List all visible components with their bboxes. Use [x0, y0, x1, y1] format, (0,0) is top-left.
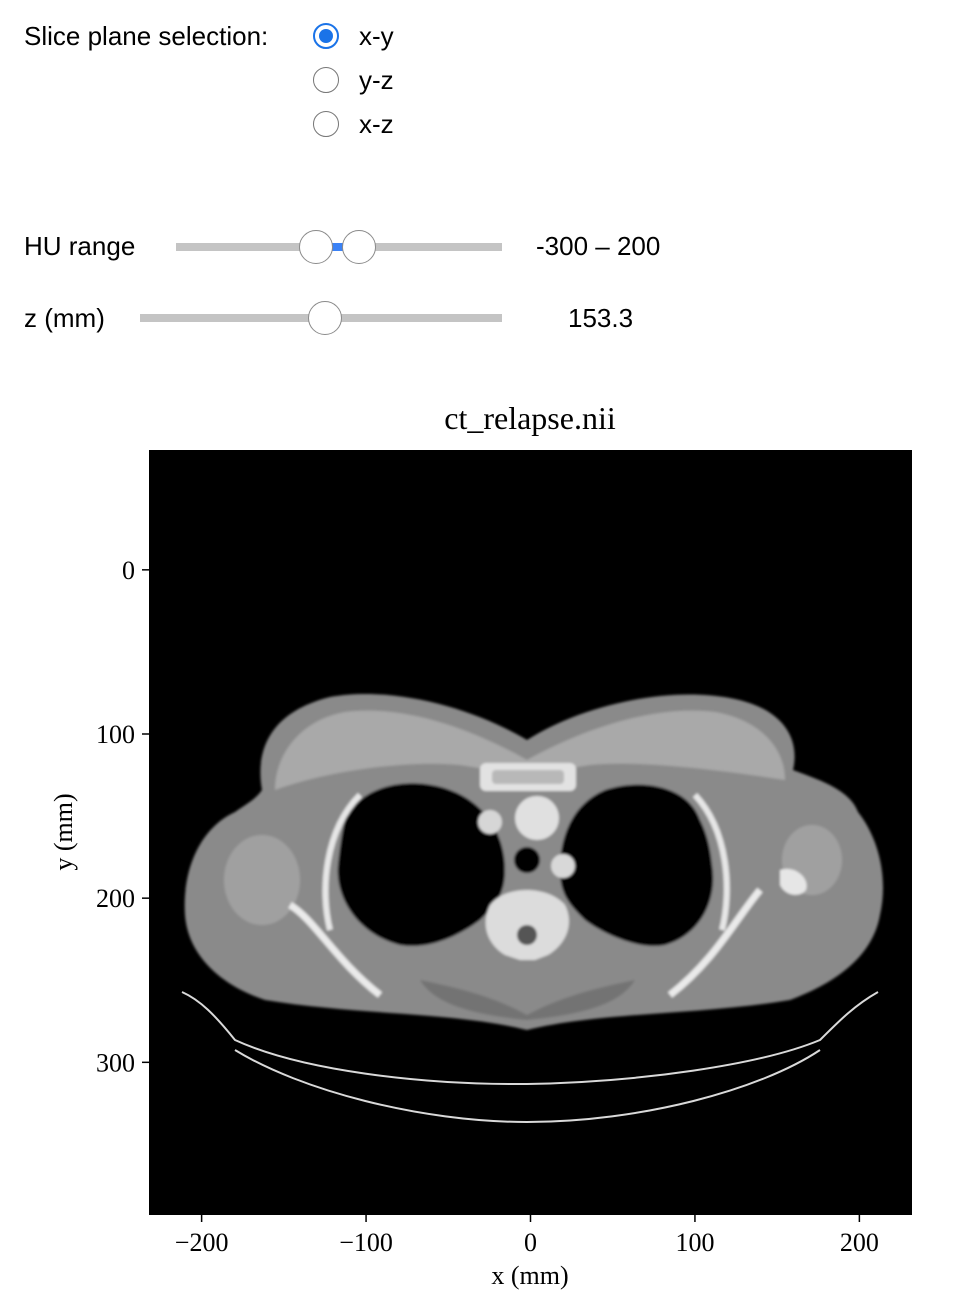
- vessel-left: [478, 810, 502, 834]
- right-humerus-head: [780, 868, 807, 895]
- radio-label-yz: y-z: [359, 64, 394, 95]
- y-tick-label: 200: [96, 884, 135, 913]
- y-axis-ticks: 0 100 200 300: [96, 556, 149, 1077]
- y-tick-label: 0: [122, 556, 135, 585]
- anterior-fat: [275, 710, 785, 790]
- hu-range-low-thumb[interactable]: [299, 230, 334, 264]
- hu-range-value: -300 – 200: [536, 231, 661, 261]
- radio-button-xy[interactable]: [313, 23, 339, 49]
- radio-option-xy[interactable]: x-y: [313, 21, 394, 51]
- hu-range-label: HU range: [24, 231, 136, 261]
- z-slider-label: z (mm): [24, 303, 105, 333]
- table-curve-upper: [181, 991, 879, 1086]
- ct-body-slice: [184, 693, 884, 1030]
- radio-option-yz[interactable]: y-z: [313, 65, 394, 95]
- x-tick-label: −100: [339, 1228, 393, 1257]
- plot-title: ct_relapse.nii: [444, 400, 616, 436]
- y-tick-label: 100: [96, 720, 135, 749]
- radio-button-xz[interactable]: [313, 111, 339, 137]
- vessel-aorta: [515, 796, 559, 840]
- z-slider-thumb[interactable]: [307, 301, 342, 335]
- table-curve-lower: [234, 1049, 821, 1124]
- vessel-right: [551, 854, 575, 878]
- slice-plane-label: Slice plane selection:: [24, 21, 269, 51]
- z-slider-value: 153.3: [568, 303, 634, 333]
- x-tick-label: 100: [675, 1228, 714, 1257]
- radio-label-xz: x-z: [359, 108, 394, 139]
- left-scapula: [288, 902, 383, 998]
- right-rib-rim: [692, 792, 730, 931]
- y-tick-label: 300: [96, 1048, 135, 1077]
- hu-range-slider-fill: [316, 243, 359, 251]
- right-lung: [560, 784, 714, 946]
- radio-option-xz[interactable]: x-z: [313, 109, 394, 139]
- x-axis-label: x (mm): [491, 1261, 568, 1290]
- spinal-canal: [517, 925, 537, 945]
- x-tick-label: 0: [524, 1228, 537, 1257]
- radio-button-yz[interactable]: [313, 67, 339, 93]
- trachea: [514, 847, 540, 873]
- x-tick-label: −200: [175, 1228, 229, 1257]
- right-scapula: [667, 887, 763, 998]
- back-muscle: [420, 980, 635, 1020]
- left-lung: [337, 783, 505, 946]
- hu-range-high-thumb[interactable]: [341, 230, 376, 264]
- y-axis-label: y (mm): [49, 793, 78, 870]
- vertebra: [485, 890, 569, 960]
- x-axis-ticks: −200 −100 0 100 200: [175, 1215, 879, 1257]
- x-tick-label: 200: [840, 1228, 879, 1257]
- sternum-core: [492, 770, 564, 784]
- left-shoulder-muscle: [224, 835, 300, 925]
- radio-label-xy: x-y: [359, 20, 394, 51]
- left-rib-rim: [322, 792, 363, 931]
